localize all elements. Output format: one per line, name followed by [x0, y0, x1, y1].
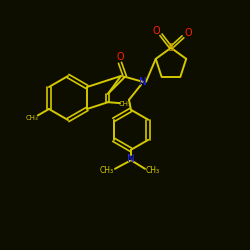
- Text: O: O: [184, 28, 192, 38]
- Text: CH₃: CH₃: [146, 166, 160, 175]
- Text: S: S: [168, 43, 174, 53]
- Text: O: O: [152, 26, 160, 36]
- Text: CH₃: CH₃: [100, 166, 114, 175]
- Text: CH₃: CH₃: [118, 100, 131, 106]
- Text: N: N: [127, 154, 135, 164]
- Text: O: O: [116, 52, 124, 62]
- Text: N: N: [139, 77, 147, 87]
- Text: CH₃: CH₃: [26, 116, 39, 121]
